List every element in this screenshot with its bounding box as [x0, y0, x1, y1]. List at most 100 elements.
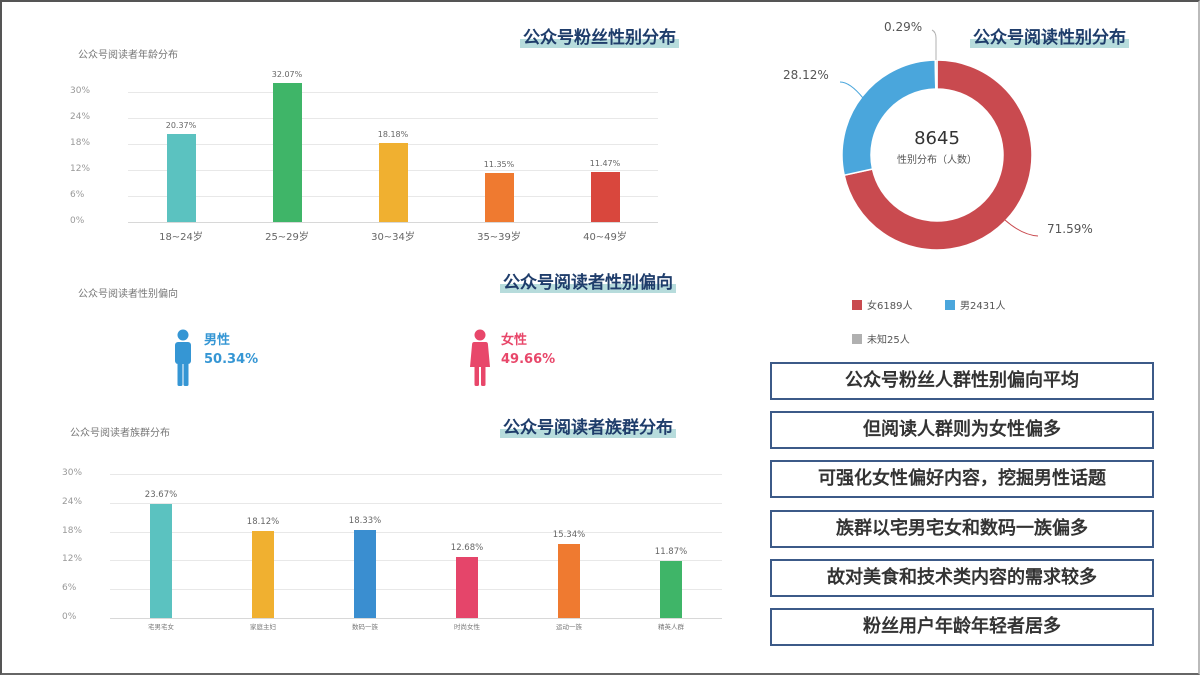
- legend-female-label: 女6189人: [867, 301, 913, 312]
- gender-bias-banner: 公众号阅读者性别偏向: [500, 273, 676, 293]
- gridline: [110, 474, 722, 475]
- bar[interactable]: [558, 544, 580, 618]
- y-tick-label: 12%: [70, 164, 91, 174]
- leader-line: [931, 29, 937, 60]
- gridline: [110, 618, 722, 619]
- age-chart-title: 公众号阅读者年龄分布: [78, 50, 178, 61]
- bar-value-label: 11.87%: [654, 547, 688, 558]
- male-figure: [172, 329, 194, 391]
- gridline: [128, 222, 658, 223]
- y-tick-label: 30%: [62, 468, 83, 478]
- male-label: 男性: [204, 333, 231, 348]
- x-category-label: 精英人群: [658, 623, 684, 631]
- legend-unknown-label: 未知25人: [867, 335, 910, 346]
- group-chart-title: 公众号阅读者族群分布: [70, 428, 170, 439]
- legend-male-label: 男2431人: [960, 301, 1006, 312]
- y-tick-label: 24%: [70, 112, 91, 122]
- donut-total: 8645: [914, 128, 960, 149]
- gender-donut-chart: [760, 20, 1180, 260]
- female-label: 女性: [501, 333, 528, 348]
- bar-value-label: 18.12%: [246, 517, 280, 528]
- legend-female-swatch: [852, 299, 862, 310]
- y-tick-label: 18%: [70, 138, 91, 148]
- bar[interactable]: [660, 561, 682, 618]
- bar[interactable]: [150, 504, 172, 618]
- gridline: [128, 92, 658, 93]
- x-category-label: 家庭主妇: [250, 623, 276, 631]
- bar[interactable]: [378, 143, 408, 222]
- bar[interactable]: [456, 557, 478, 618]
- donut-slice[interactable]: [934, 59, 938, 90]
- y-tick-label: 12%: [62, 554, 83, 565]
- y-tick-label: 18%: [62, 525, 83, 536]
- y-tick-label: 24%: [62, 496, 83, 507]
- x-category-label: 时尚女性: [454, 623, 480, 631]
- bar-value-label: 18.33%: [348, 516, 382, 527]
- bar[interactable]: [166, 133, 196, 222]
- y-tick-label: 6%: [70, 190, 85, 200]
- y-tick-label: 0%: [62, 612, 77, 622]
- male-stat: 男性 50.34%: [204, 331, 258, 369]
- female-percentage: 49.66%: [501, 352, 556, 367]
- insight-box: 公众号粉丝人群性别偏向平均: [770, 362, 1154, 400]
- bar-value-label: 20.37%: [165, 120, 197, 130]
- donut-label-male: 28.12%: [783, 68, 829, 82]
- gridline: [110, 589, 722, 591]
- donut-section-banner: 公众号阅读性别分布: [970, 28, 1129, 48]
- legend-male-swatch: [945, 299, 955, 310]
- female-stat: 女性 49.66%: [501, 331, 555, 369]
- insight-box: 族群以宅男宅女和数码一族偏多: [770, 510, 1154, 548]
- legend-unknown-swatch: [852, 333, 862, 344]
- insight-box: 但阅读人群则为女性偏多: [770, 411, 1154, 449]
- donut-slice[interactable]: [843, 59, 1033, 251]
- x-category-label: 数码一族: [352, 623, 378, 631]
- insight-box: 粉丝用户年龄年轻者居多: [770, 608, 1154, 646]
- bar[interactable]: [272, 83, 302, 222]
- insight-box: 可强化女性偏好内容，挖掘男性话题: [770, 460, 1154, 498]
- bar-value-label: 12.68%: [450, 543, 484, 554]
- legend-unknown[interactable]: 未知25人: [852, 331, 910, 346]
- female-figure: [469, 329, 491, 391]
- bar-value-label: 18.18%: [377, 130, 409, 140]
- y-tick-label: 30%: [70, 86, 91, 96]
- legend-male[interactable]: 男2431人: [945, 297, 1005, 312]
- x-category-label: 40~49岁: [583, 232, 627, 243]
- leader-line: [839, 81, 864, 99]
- gridline: [110, 502, 722, 504]
- leader-line: [1004, 219, 1039, 237]
- x-category-label: 18~24岁: [159, 232, 203, 243]
- bar-value-label: 23.67%: [144, 490, 178, 501]
- bar[interactable]: [484, 172, 514, 222]
- male-percentage: 50.34%: [204, 352, 259, 367]
- age-bar-chart: 0% 6% 12% 18% 24% 30% 20.37% 18~24岁 32.07% 25~29岁…: [70, 70, 660, 245]
- donut-center-label: 性别分布（人数）: [897, 155, 977, 166]
- group-bar-chart: 0% 6% 12% 18% 24% 30% 23.67% 宅男宅女 18.12% 家庭主妇 18.3…: [62, 468, 722, 631]
- male-person-icon: [175, 329, 191, 386]
- donut-label-female: 71.59%: [1047, 222, 1093, 236]
- gridline: [110, 560, 722, 562]
- x-category-label: 25~29岁: [265, 232, 309, 243]
- donut-chart-graphic: [839, 29, 1039, 251]
- legend-female[interactable]: 女6189人: [852, 297, 912, 312]
- donut-label-unknown: 0.29%: [884, 20, 923, 34]
- bar[interactable]: [252, 531, 274, 618]
- gridline: [110, 531, 722, 533]
- bar-value-label: 15.34%: [552, 530, 586, 541]
- insight-box: 故对美食和技术类内容的需求较多: [770, 559, 1154, 597]
- gender-bias-title: 公众号阅读者性别偏向: [78, 289, 178, 300]
- y-tick-label: 6%: [62, 583, 77, 594]
- bar-value-label: 11.35%: [483, 159, 515, 169]
- bar-value-label: 32.07%: [271, 70, 303, 80]
- x-category-label: 宅男宅女: [148, 623, 174, 631]
- group-section-banner: 公众号阅读者族群分布: [500, 418, 676, 438]
- x-category-label: 35~39岁: [477, 232, 521, 243]
- y-tick-label: 0%: [70, 216, 85, 226]
- x-category-label: 运动一族: [556, 623, 582, 631]
- female-person-icon: [470, 329, 490, 386]
- x-category-label: 30~34岁: [371, 232, 415, 243]
- bar[interactable]: [590, 172, 620, 222]
- gridline: [128, 118, 658, 119]
- donut-center: 8645 性别分布（人数）: [877, 128, 997, 166]
- bar[interactable]: [354, 530, 376, 618]
